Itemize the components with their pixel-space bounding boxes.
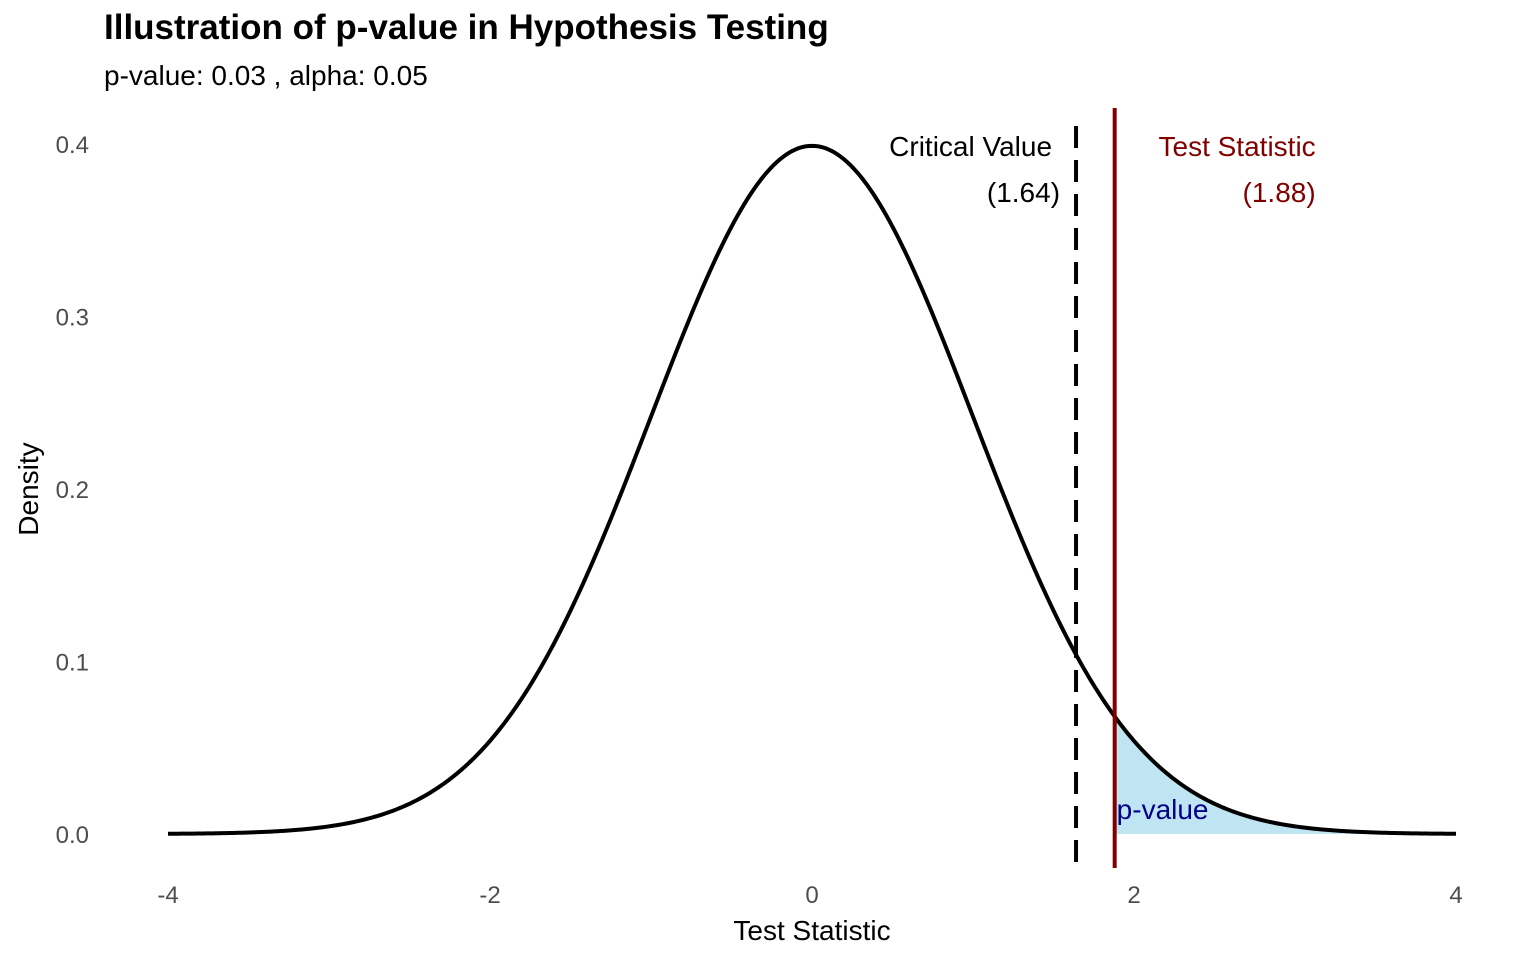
critical-value-label: Critical Value [889, 131, 1052, 162]
y-tick-label: 0.0 [56, 822, 89, 849]
p-value-region [1114, 716, 1456, 834]
y-tick-label: 0.2 [56, 477, 89, 504]
x-tick-label: 4 [1449, 882, 1462, 909]
x-axis-ticks: -4 -2 0 2 4 [157, 882, 1462, 909]
density-curve [167, 143, 1457, 836]
chart-subtitle: p-value: 0.03 , alpha: 0.05 [104, 60, 428, 91]
x-axis-title: Test Statistic [733, 915, 890, 946]
x-tick-label: 0 [805, 882, 818, 909]
test-statistic-number: (1.88) [1243, 177, 1316, 208]
x-tick-label: -2 [479, 882, 500, 909]
critical-value-number: (1.64) [987, 177, 1060, 208]
test-statistic-label: Test Statistic [1159, 131, 1316, 162]
p-value-label: p-value [1117, 794, 1209, 825]
y-tick-label: 0.4 [56, 132, 89, 159]
chart-title: Illustration of p-value in Hypothesis Te… [104, 8, 829, 47]
x-tick-label: 2 [1127, 882, 1140, 909]
y-axis-ticks: 0.0 0.1 0.2 0.3 0.4 [56, 132, 89, 849]
y-tick-label: 0.1 [56, 650, 89, 677]
x-tick-label: -4 [157, 882, 178, 909]
y-axis-title: Density [13, 442, 44, 535]
y-tick-label: 0.3 [56, 305, 89, 332]
